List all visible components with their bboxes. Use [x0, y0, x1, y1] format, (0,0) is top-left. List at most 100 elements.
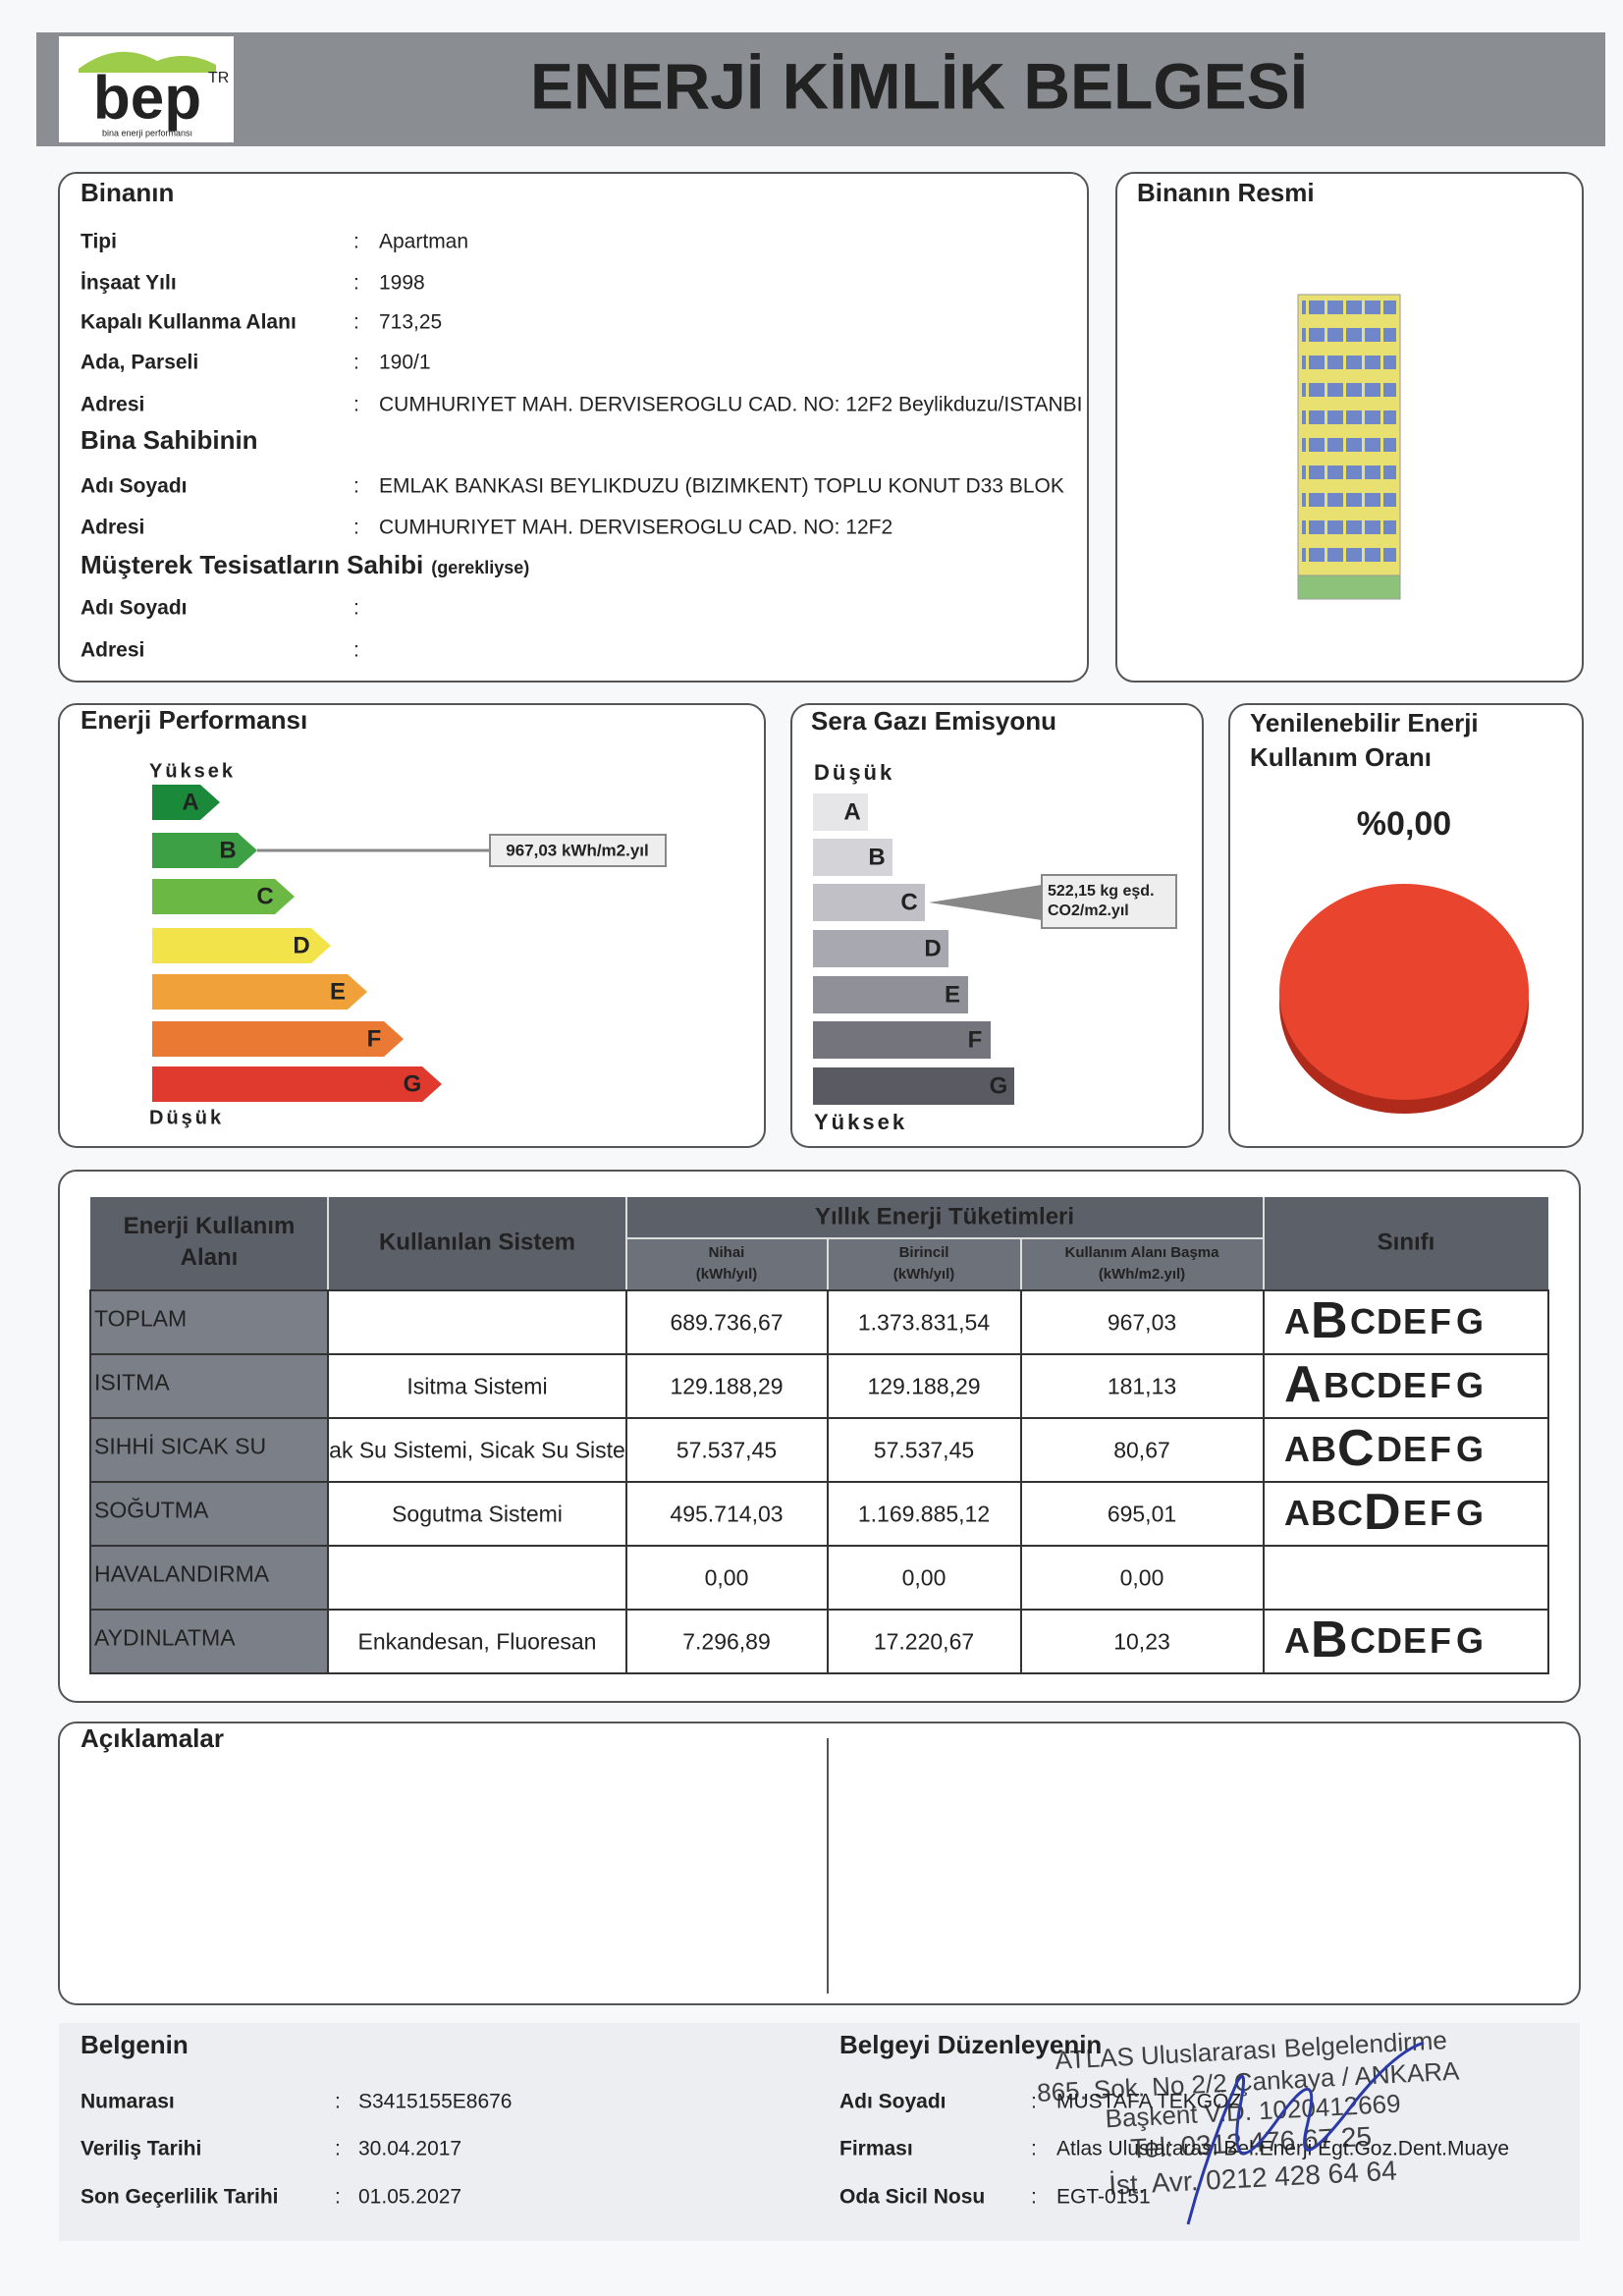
header-cell: (kWh/yıl) [696, 1266, 758, 1283]
window-mullion [1343, 383, 1346, 397]
header-title: ENERJİ KİMLİK BELGESİ [530, 49, 1308, 122]
field-label: Tipi [81, 231, 117, 253]
energy-class-bar [152, 928, 331, 963]
class-letter: A [1284, 1429, 1310, 1469]
panel-title: Yenilenebilir Enerji [1250, 708, 1479, 738]
field-label: Kapalı Kullanma Alanı [81, 311, 297, 334]
energy-class-bar [152, 833, 257, 868]
logo-text: bep [93, 64, 201, 132]
row-final: 7.296,89 [682, 1629, 771, 1655]
field-label: Adı Soyadı [81, 597, 188, 620]
field-label: Son Geçerlilik Tarihi [81, 2186, 279, 2209]
field-label: Numarası [81, 2091, 175, 2113]
energy-class-letter: A [182, 789, 198, 815]
row-use: AYDINLATMA [94, 1625, 236, 1651]
row-cells [327, 1417, 1549, 1483]
field-value: CUMHURIYET MAH. DERVISEROGLU CAD. NO: 12… [379, 394, 1083, 416]
energy-class-letter: G [404, 1070, 422, 1097]
header-cell: (kWh/m2.yıl) [1099, 1266, 1185, 1283]
energy-class-bar [152, 1021, 404, 1057]
use-cell [89, 1609, 329, 1674]
header-cell: Yıllık Enerji Tüketimleri [815, 1203, 1074, 1230]
window-mullion [1325, 438, 1327, 452]
emission-class-bar [813, 976, 968, 1013]
window-mullion [1343, 548, 1346, 562]
emission-class-letter: D [924, 935, 941, 961]
class-letter: B [1311, 1493, 1336, 1533]
window-mullion [1306, 465, 1309, 479]
field-label: İnşaat Yılı [81, 272, 177, 295]
class-letter: F [1430, 1301, 1451, 1341]
field-label: Adı Soyadı [839, 2091, 947, 2113]
window-mullion [1362, 301, 1365, 314]
field-separator: : [1031, 2186, 1037, 2209]
field-value: 713,25 [379, 311, 442, 334]
energy-class-letter: F [367, 1025, 382, 1052]
window-mullion [1343, 438, 1346, 452]
field-separator: : [353, 231, 359, 253]
window-mullion [1325, 410, 1327, 424]
field-label: Adresi [81, 639, 144, 662]
rating-box [1041, 874, 1177, 929]
field-separator: : [335, 2091, 341, 2113]
window-mullion [1343, 301, 1346, 314]
field-separator: : [353, 311, 359, 334]
class-letter: F [1430, 1365, 1451, 1405]
window-mullion [1325, 355, 1327, 369]
row-final: 0,00 [705, 1565, 749, 1591]
class-letter: C [1350, 1365, 1376, 1405]
field-value: S3415155E8676 [358, 2091, 513, 2113]
section-title: Belgenin [81, 2030, 189, 2059]
emission-class-bar [813, 930, 948, 967]
ground-floor [1297, 574, 1401, 600]
scale-top: Yüksek [149, 760, 236, 782]
row-primary: 0,00 [902, 1565, 947, 1591]
field-value: Atlas Uluslararası Bel.Enerji Egt.Goz.De… [1056, 2138, 1509, 2160]
rating-box [489, 834, 667, 867]
field-value: 190/1 [379, 352, 431, 374]
emission-class-bar [813, 839, 893, 876]
energy-class-letter: D [293, 932, 309, 958]
field-label: Adı Soyadı [81, 475, 188, 498]
field-separator: : [1031, 2138, 1037, 2160]
field-separator: : [353, 352, 359, 374]
row-final: 57.537,45 [676, 1438, 777, 1463]
class-letter: G [1456, 1365, 1484, 1405]
window-mullion [1325, 520, 1327, 534]
rating-value: 967,03 kWh/m2.yıl [506, 841, 649, 859]
window-mullion [1306, 383, 1309, 397]
window-mullion [1343, 520, 1346, 534]
class-highlight: C [1337, 1420, 1375, 1477]
header-cell: Sınıfı [1378, 1229, 1435, 1255]
field-separator: : [335, 2138, 341, 2160]
window-mullion [1362, 355, 1365, 369]
emission-class-bar [813, 1067, 1014, 1105]
use-cell [89, 1481, 329, 1547]
window-mullion [1325, 301, 1327, 314]
header-cell: Birincil [899, 1244, 949, 1261]
energy-class-letter: C [256, 883, 273, 909]
row-use: SIHHİ SICAK SU [94, 1434, 266, 1459]
field-value: Apartman [379, 231, 468, 253]
panel-title: Enerji Performansı [81, 705, 307, 735]
window-mullion [1306, 301, 1309, 314]
window-mullion [1380, 383, 1383, 397]
row-primary: 1.169.885,12 [858, 1502, 990, 1527]
row-final: 689.736,67 [670, 1310, 783, 1336]
window-mullion [1362, 548, 1365, 562]
emission-class-bar [813, 884, 925, 921]
class-letter: F [1430, 1493, 1451, 1533]
window-mullion [1380, 438, 1383, 452]
window-mullion [1306, 438, 1309, 452]
class-letter: D [1377, 1365, 1402, 1405]
window-mullion [1380, 301, 1383, 314]
window-mullion [1362, 410, 1365, 424]
window-mullion [1380, 355, 1383, 369]
window-mullion [1380, 493, 1383, 507]
row-use: ISITMA [94, 1370, 170, 1395]
emission-class-letter: B [868, 844, 885, 870]
window-mullion [1325, 383, 1327, 397]
field-label: Ada, Parseli [81, 352, 198, 374]
